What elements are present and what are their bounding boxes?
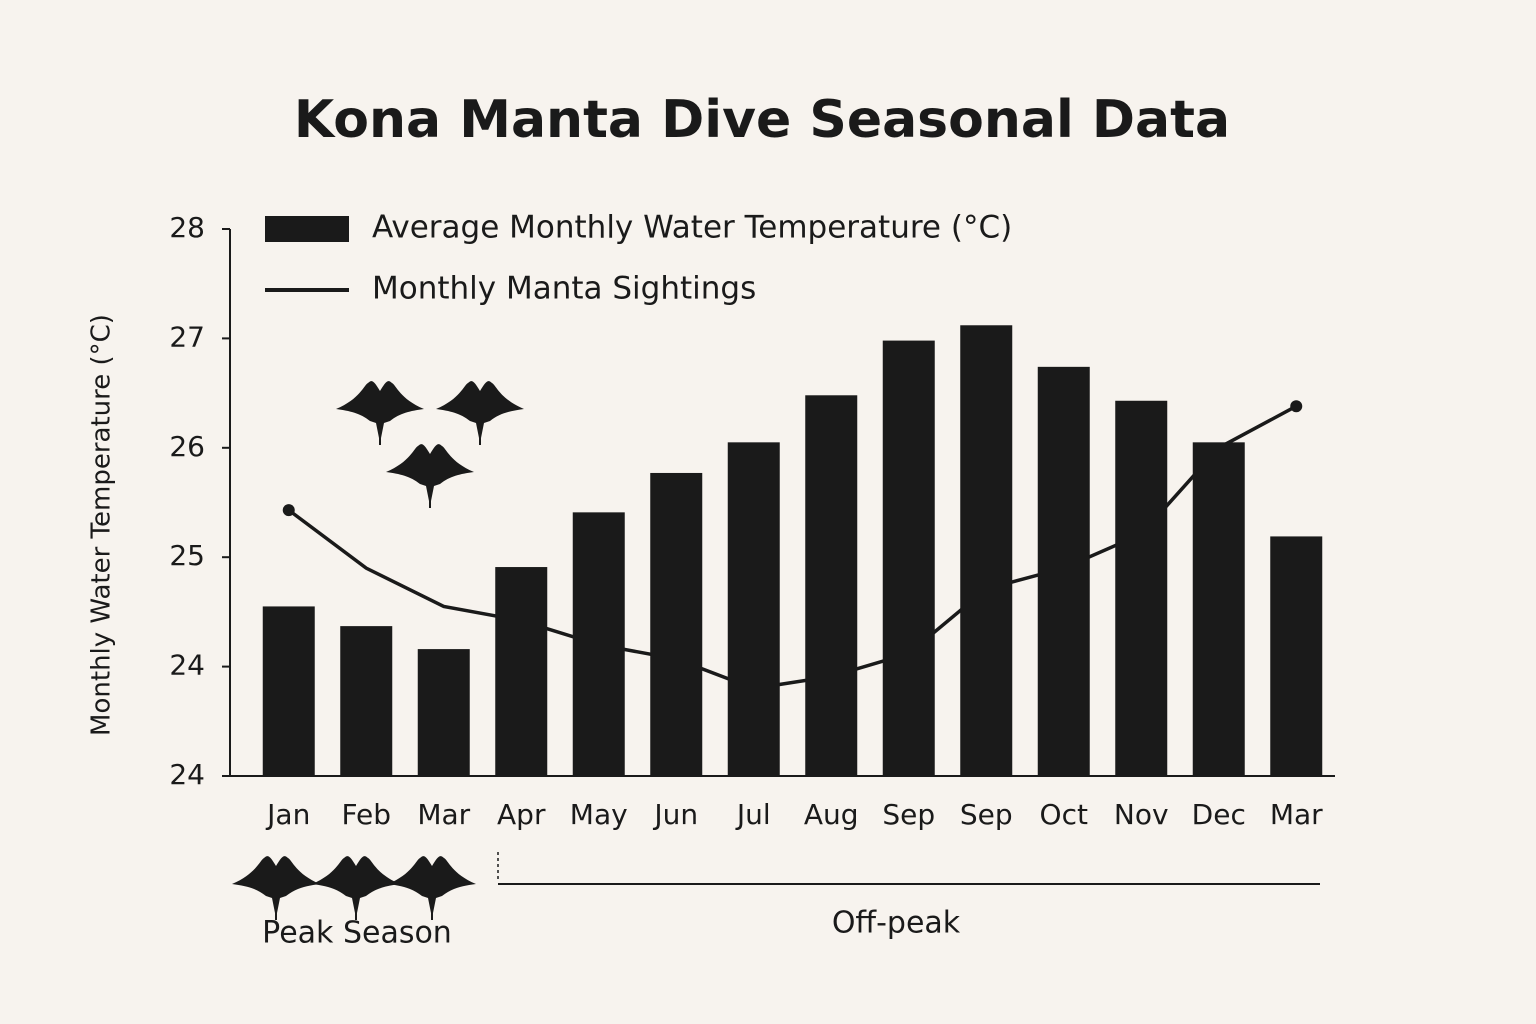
x-tick-label: Nov [1114, 798, 1169, 831]
bar [727, 442, 780, 776]
x-tick-label: Aug [804, 798, 859, 831]
x-tick-label: Oct [1040, 798, 1088, 831]
bar [572, 512, 625, 776]
x-tick-label: Jun [652, 798, 698, 831]
x-tick-label: Sep [882, 798, 935, 831]
y-axis-label: Monthly Water Temperature (°C) [87, 314, 117, 736]
x-tick-label: Mar [417, 798, 470, 831]
y-tick-label: 27 [169, 320, 205, 353]
bar [805, 395, 858, 776]
legend-label: Monthly Manta Sightings [372, 271, 756, 307]
bar [882, 340, 935, 776]
chart-title: Kona Manta Dive Seasonal Data [294, 90, 1230, 150]
x-tick-label: Apr [497, 798, 546, 831]
annotation: Peak Season [262, 916, 452, 951]
legend-label: Average Monthly Water Temperature (°C) [372, 210, 1012, 246]
x-tick-label: Jan [265, 798, 310, 831]
bar [262, 606, 315, 776]
bar [960, 325, 1013, 776]
y-tick-label: 26 [169, 430, 205, 463]
y-tick-label: 24 [169, 758, 205, 791]
x-tick-label: Jul [735, 798, 771, 831]
y-tick-label: 24 [169, 649, 205, 682]
x-tick-label: Dec [1192, 798, 1246, 831]
line-end [282, 504, 295, 517]
bar [650, 472, 703, 776]
x-tick-label: Mar [1270, 798, 1323, 831]
y-tick-label: 25 [169, 539, 205, 572]
x-tick-label: May [570, 798, 628, 831]
bar [1115, 400, 1168, 776]
bar [1192, 442, 1245, 776]
bar [1037, 366, 1090, 776]
x-tick-label: Feb [341, 798, 391, 831]
bar [495, 567, 548, 776]
bar [340, 626, 393, 776]
line-end [1290, 400, 1303, 413]
bar [1270, 536, 1323, 776]
x-tick-label: Sep [960, 798, 1013, 831]
legend-swatch [265, 216, 349, 242]
y-tick-label: 28 [169, 211, 205, 244]
annotation: Off-peak [832, 906, 961, 941]
bar [417, 649, 470, 776]
